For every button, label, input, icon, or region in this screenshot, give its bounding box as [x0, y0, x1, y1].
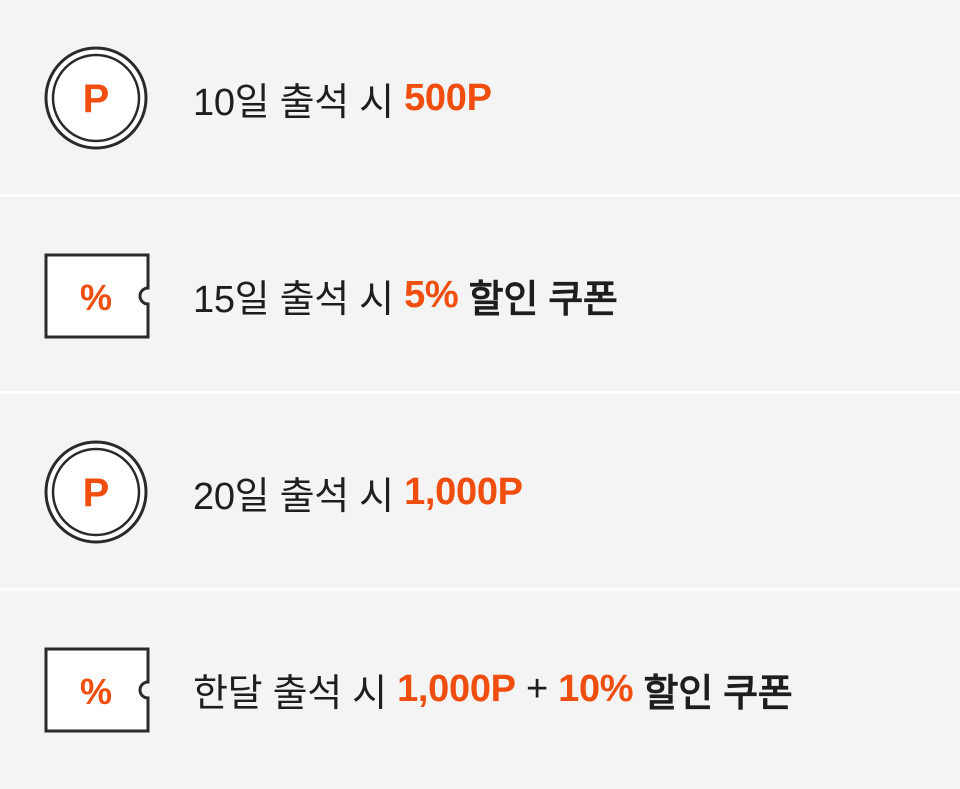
reward-condition: 20일 출석 시 — [193, 476, 405, 518]
reward-item-15-days: % 15일 출석 시 5% 할인 쿠폰 — [0, 197, 960, 394]
reward-text: 10일 출석 시 500P — [193, 0, 492, 197]
percent-glyph: % — [80, 671, 112, 712]
reward-condition: 10일 출석 시 — [193, 82, 405, 124]
reward-item-10-days: P 10일 출석 시 500P — [0, 0, 960, 197]
reward-amount: 500P — [404, 77, 492, 119]
reward-item-month: % 한달 출석 시 1,000P + 10% 할인 쿠폰 — [0, 591, 960, 789]
reward-text: 한달 출석 시 1,000P + 10% 할인 쿠폰 — [193, 591, 793, 788]
reward-amount: 1,000P — [397, 668, 516, 710]
reward-text: 15일 출석 시 5% 할인 쿠폰 — [193, 197, 618, 394]
discount-coupon-icon: % — [44, 647, 150, 733]
reward-item-20-days: P 20일 출석 시 1,000P — [0, 394, 960, 591]
reward-text: 20일 출석 시 1,000P — [193, 394, 523, 591]
reward-condition: 한달 출석 시 — [193, 673, 398, 715]
reward-condition: 15일 출석 시 — [193, 279, 405, 321]
point-glyph: P — [83, 471, 110, 515]
discount-coupon-icon: % — [44, 253, 150, 339]
point-coin-icon: P — [44, 46, 148, 150]
reward-discount: 5% — [404, 274, 459, 316]
percent-glyph: % — [80, 277, 112, 318]
reward-suffix: 할인 쿠폰 — [633, 673, 793, 715]
reward-suffix: 할인 쿠폰 — [458, 279, 618, 321]
reward-amount: 1,000P — [404, 471, 523, 513]
reward-plus: + — [515, 668, 559, 710]
point-coin-icon: P — [44, 440, 148, 544]
point-glyph: P — [83, 77, 110, 121]
reward-discount: 10% — [558, 668, 634, 710]
